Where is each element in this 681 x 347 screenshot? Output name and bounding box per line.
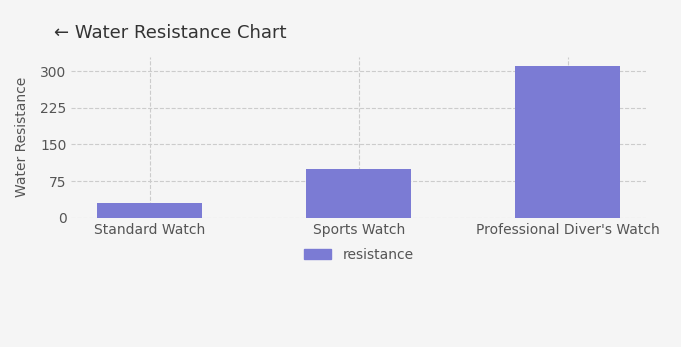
- Text: ← Water Resistance Chart: ← Water Resistance Chart: [54, 24, 287, 42]
- Bar: [516, 66, 620, 218]
- Y-axis label: Water Resistance: Water Resistance: [15, 77, 29, 197]
- Bar: [97, 203, 202, 218]
- Legend: resistance: resistance: [298, 242, 419, 267]
- Bar: [306, 169, 411, 218]
